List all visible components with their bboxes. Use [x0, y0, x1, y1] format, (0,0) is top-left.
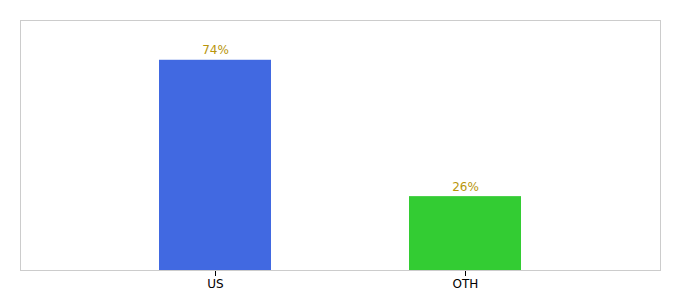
svg-text:74%: 74%	[202, 43, 229, 57]
svg-text:OTH: OTH	[453, 277, 479, 291]
svg-text:US: US	[207, 277, 223, 291]
svg-text:26%: 26%	[452, 180, 479, 194]
